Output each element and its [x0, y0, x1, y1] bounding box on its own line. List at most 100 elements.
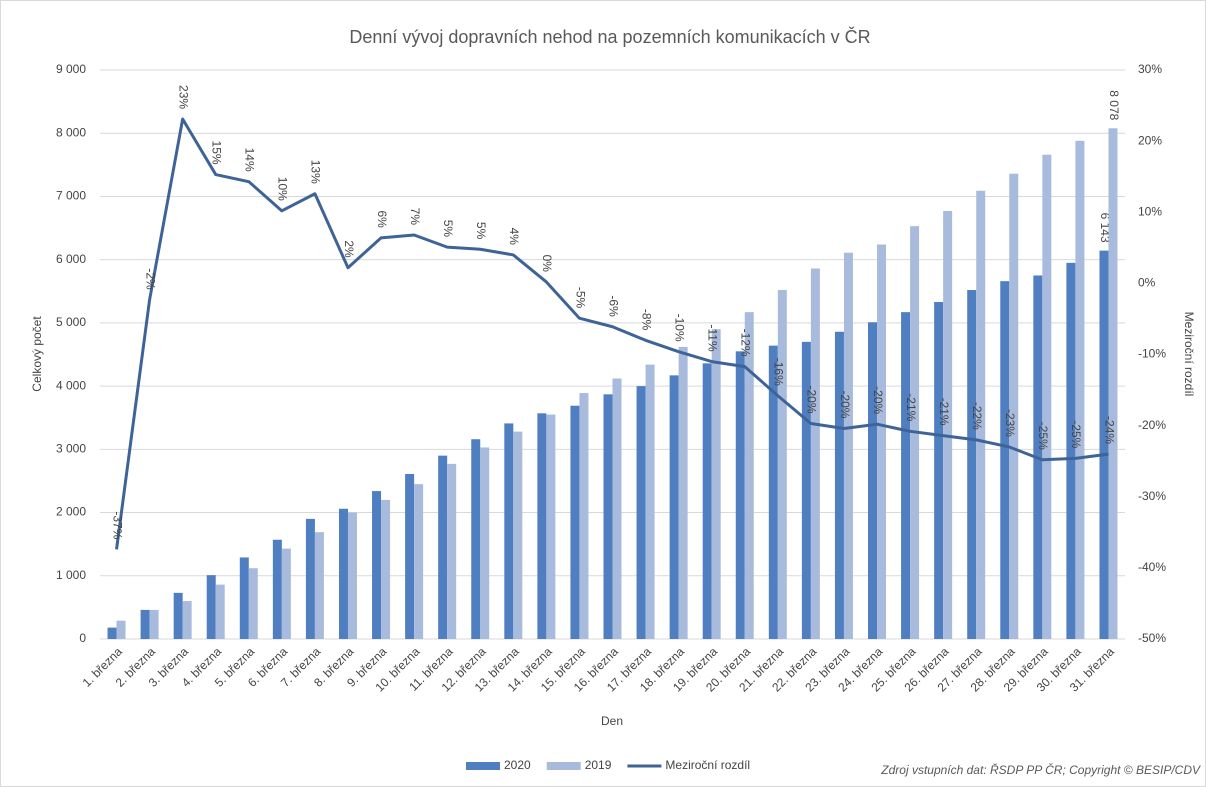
line-value-label: 5%	[474, 222, 488, 240]
line-value-label: -5%	[573, 287, 587, 309]
bar	[381, 499, 391, 639]
bar	[735, 351, 745, 639]
chart-title: Denní vývoj dopravních nehod na pozemníc…	[349, 26, 870, 47]
line-value-label: 14%	[243, 148, 257, 172]
bar	[372, 491, 382, 639]
bar	[116, 620, 126, 639]
line-value-label: 6%	[375, 211, 389, 229]
y-tick-label: 3 000	[56, 442, 86, 456]
line-value-label: -23%	[1003, 409, 1017, 437]
bar	[645, 364, 655, 639]
bar	[1075, 140, 1085, 639]
y-tick-label: 7 000	[56, 189, 86, 203]
bar	[504, 423, 514, 639]
y-tick-label: 9 000	[56, 62, 86, 76]
bar	[834, 331, 844, 639]
legend-label: 2020	[504, 758, 531, 772]
bar	[934, 302, 944, 639]
bar	[1108, 128, 1118, 639]
y-tick-label: 2 000	[56, 505, 86, 519]
bar	[305, 518, 315, 639]
bar	[537, 413, 547, 639]
bar	[810, 268, 820, 639]
bar	[1066, 262, 1076, 639]
bar-value-label: 6 143	[1098, 213, 1112, 243]
bar	[1042, 154, 1052, 639]
bar	[281, 548, 291, 639]
y2-tick-label: -50%	[1138, 631, 1166, 645]
line-value-label: -6%	[606, 295, 620, 317]
bar	[480, 447, 490, 639]
line-value-label: 0%	[540, 255, 554, 273]
bar	[744, 312, 754, 639]
bar	[1099, 250, 1109, 639]
line-value-label: -8%	[639, 309, 653, 331]
bar	[149, 609, 159, 639]
line-value-label: -2%	[143, 268, 157, 290]
line-value-label: -20%	[871, 386, 885, 414]
line-value-label: -25%	[1069, 420, 1083, 448]
line-value-label: -20%	[805, 385, 819, 413]
bar	[669, 375, 679, 639]
bar	[338, 508, 348, 639]
line-value-label: -16%	[772, 358, 786, 386]
y-tick-label: 8 000	[56, 125, 86, 139]
bar-value-label: 8 078	[1107, 90, 1121, 120]
bar	[173, 592, 183, 639]
bar	[636, 386, 646, 639]
legend-label: 2019	[585, 758, 612, 772]
bar	[1009, 173, 1019, 639]
line	[115, 117, 1109, 550]
y2-tick-label: 30%	[1138, 62, 1162, 76]
bar	[107, 627, 117, 639]
bar	[405, 473, 415, 639]
line-value-label: 7%	[408, 208, 422, 226]
line-value-label: -12%	[739, 329, 753, 357]
bar	[414, 484, 424, 639]
y2-tick-label: 10%	[1138, 204, 1162, 218]
bar	[272, 539, 282, 639]
y2-tick-label: 20%	[1138, 133, 1162, 147]
line-value-label: 4%	[507, 228, 521, 246]
bar	[206, 575, 216, 639]
bar	[711, 329, 721, 639]
line-value-label: 13%	[309, 160, 323, 184]
line-value-label: -24%	[1102, 416, 1116, 444]
bar	[801, 341, 811, 639]
y2-tick-label: -40%	[1138, 560, 1166, 574]
bar	[579, 393, 589, 639]
bar	[868, 322, 878, 639]
bar	[546, 414, 556, 639]
bar	[447, 463, 457, 639]
line-value-label: -11%	[706, 324, 720, 351]
bar	[438, 455, 448, 639]
bar	[347, 512, 357, 639]
bar	[678, 346, 688, 639]
bar	[215, 584, 225, 639]
line-value-label: -21%	[937, 398, 951, 426]
line-value-label: 5%	[441, 220, 455, 238]
y-tick-label: 1 000	[56, 568, 86, 582]
bar	[570, 405, 580, 639]
line-value-label: -25%	[1036, 422, 1050, 450]
y2-tick-label: -10%	[1138, 347, 1166, 361]
bar	[182, 601, 192, 639]
bar	[513, 431, 523, 639]
line-value-label: 2%	[342, 240, 356, 258]
bar	[471, 439, 481, 639]
bar	[702, 363, 712, 639]
y2-tick-label: -30%	[1138, 489, 1166, 503]
y-axis-title: Celkový počet	[30, 316, 44, 392]
y2-tick-label: -20%	[1138, 418, 1166, 432]
bar	[603, 394, 613, 639]
y2-axis-title: Meziroční rozdíl	[1182, 312, 1196, 397]
bar	[612, 378, 622, 639]
bar	[239, 557, 249, 639]
bar	[140, 609, 150, 639]
line-value-label: -20%	[838, 390, 852, 418]
line-value-label: 23%	[176, 85, 190, 109]
bar	[877, 244, 887, 639]
source-note: Zdroj vstupních dat: ŘSDP PP ČR; Copyrig…	[880, 762, 1201, 777]
bar	[976, 190, 986, 639]
